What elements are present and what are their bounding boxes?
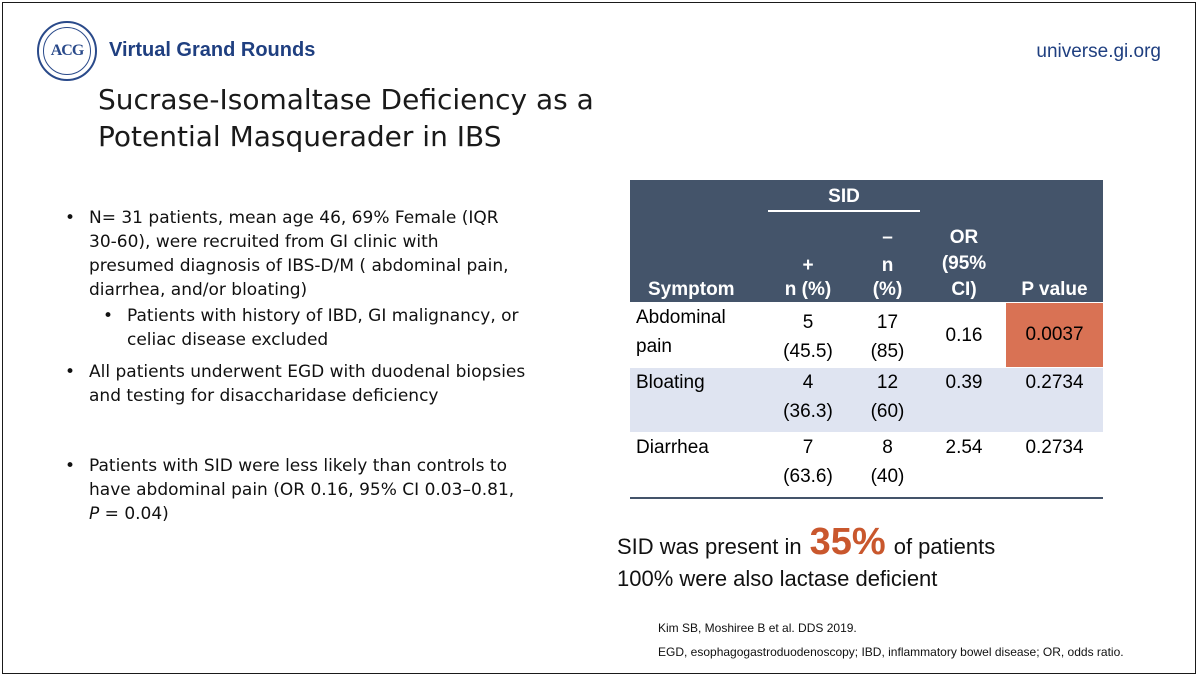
header-or-2: (95%: [941, 253, 987, 274]
bullet-item: • Patients with SID were less likely tha…: [59, 454, 529, 526]
site-url: universe.gi.org: [1036, 41, 1161, 62]
sid-group-header: SID: [828, 186, 860, 207]
cell-minus-pct: (85): [870, 341, 905, 362]
bullet-item: • All patients underwent EGD with duoden…: [59, 360, 529, 408]
header-plus-sign: +: [802, 255, 814, 276]
cell-symptom: Abdominal: [636, 307, 726, 328]
cell-minus-pct: (60): [870, 401, 905, 422]
title-line-1: Sucrase-Isomaltase Deficiency as a: [98, 83, 594, 116]
bullet-dot: •: [65, 456, 76, 476]
cell-or: 0.39: [945, 372, 983, 393]
bullet-item: • N= 31 patients, mean age 46, 69% Femal…: [59, 206, 529, 302]
bullet-dot: •: [65, 362, 76, 382]
cell-minus-pct: (40): [870, 466, 905, 487]
sid-prevalence: SID was present in 35% of patients: [617, 521, 995, 564]
header-or-3: CI): [951, 279, 977, 300]
header-symptom: Symptom: [648, 279, 735, 300]
sid-prevalence-pre: SID was present in: [617, 534, 802, 559]
cell-symptom-cont: pain: [636, 336, 672, 357]
lactase-statement: 100% were also lactase deficient: [617, 566, 938, 591]
table-row: Abdominal pain 5 (45.5) 17 (85) 0.16 0.0…: [630, 302, 1103, 367]
bullet-dot: •: [103, 306, 114, 326]
header-minus-n: n: [881, 255, 894, 276]
title-line-2: Potential Masquerader in IBS: [98, 120, 502, 153]
cell-pvalue-highlight: 0.0037: [1006, 303, 1103, 367]
cell-or: 0.16: [945, 325, 983, 346]
header-minus-unit: (%): [872, 279, 903, 300]
cell-plus-n: 5: [802, 312, 814, 333]
table-row: Diarrhea 7 (63.6) 8 (40) 2.54 0.2734: [630, 432, 1103, 499]
results-table: SID Symptom + n (%) – n (%) OR (95% CI) …: [630, 180, 1103, 499]
acg-logo: ACG: [37, 21, 97, 81]
cell-symptom: Diarrhea: [636, 437, 709, 458]
cell-minus-n: 17: [876, 312, 899, 333]
cell-pvalue: 0.2734: [1025, 372, 1084, 393]
bullet-text: Patients with history of IBD, GI maligna…: [127, 306, 519, 350]
cell-plus-n: 4: [802, 372, 814, 393]
cell-symptom: Bloating: [636, 372, 705, 393]
table-row: Bloating 4 (36.3) 12 (60) 0.39 0.2734: [630, 367, 1103, 432]
brand-title: Virtual Grand Rounds: [109, 39, 316, 61]
bullet-text: Patients with SID were less likely than …: [89, 456, 515, 500]
bullet-text-end: = 0.04): [99, 504, 169, 524]
header-plus-unit: n (%): [784, 279, 832, 300]
cell-minus-n: 12: [876, 372, 899, 393]
cell-or: 2.54: [945, 437, 983, 458]
cell-minus-n: 8: [882, 437, 893, 458]
sid-prevalence-pct: 35%: [809, 521, 886, 563]
cell-plus-n: 7: [802, 437, 814, 458]
bullet-dot: •: [65, 208, 76, 228]
acg-logo-text: ACG: [43, 27, 91, 75]
cell-plus-pct: (36.3): [783, 401, 833, 422]
cell-plus-pct: (45.5): [783, 341, 833, 362]
cell-pvalue: 0.2734: [1025, 437, 1084, 458]
header-pvalue: P value: [1021, 279, 1088, 300]
p-symbol: P: [89, 504, 100, 524]
header-or-1: OR: [949, 227, 979, 248]
bullet-text: N= 31 patients, mean age 46, 69% Female …: [89, 208, 509, 300]
slide-title: Sucrase-Isomaltase Deficiency as a Poten…: [98, 81, 658, 155]
sid-underline: [768, 210, 920, 212]
citation: Kim SB, Moshiree B et al. DDS 2019.: [658, 621, 857, 635]
header-minus-sign: –: [882, 227, 893, 248]
sub-bullet-item: • Patients with history of IBD, GI malig…: [59, 304, 529, 352]
sid-prevalence-post: of patients: [893, 534, 996, 559]
table-header: SID Symptom + n (%) – n (%) OR (95% CI) …: [630, 180, 1103, 302]
bullet-text: All patients underwent EGD with duodenal…: [89, 362, 526, 406]
abbreviations: EGD, esophagogastroduodenoscopy; IBD, in…: [658, 645, 1124, 659]
bullet-list: • N= 31 patients, mean age 46, 69% Femal…: [59, 206, 529, 526]
cell-plus-pct: (63.6): [783, 466, 833, 487]
